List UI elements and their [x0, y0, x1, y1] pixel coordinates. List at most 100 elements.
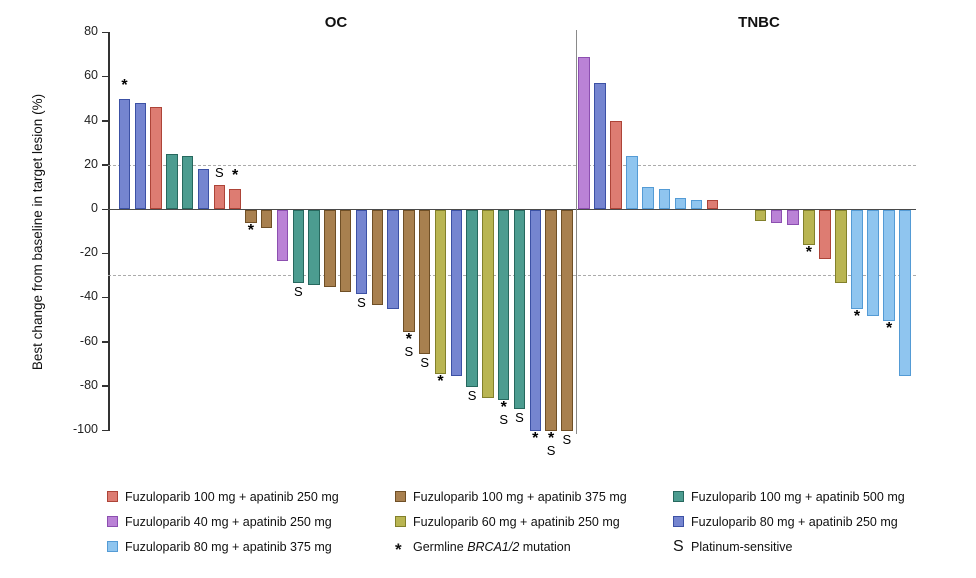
legend-label: Fuzuloparib 80 mg + apatinib 250 mg [691, 514, 898, 529]
bar [308, 210, 320, 286]
bar-annotation: S [293, 283, 303, 299]
bar-annotation: S [515, 409, 524, 425]
bar-annotation: * [805, 244, 812, 262]
bar [851, 210, 863, 310]
bar-annotation: * S [404, 330, 414, 359]
y-tick-mark [102, 75, 108, 78]
bar [899, 210, 911, 376]
legend-swatch-indigo [673, 516, 684, 527]
legend-label: Fuzuloparib 60 mg + apatinib 250 mg [413, 514, 620, 529]
bar-annotation: * [247, 222, 254, 240]
bar [690, 200, 703, 209]
bar [450, 210, 463, 376]
y-tick-label: -20 [79, 245, 98, 260]
bar [754, 210, 767, 222]
zero-baseline [108, 208, 916, 210]
bar-annotation: * [886, 319, 893, 337]
bar [166, 153, 178, 209]
bar [213, 184, 226, 209]
bar [642, 186, 654, 209]
y-tick-mark [102, 252, 108, 255]
y-axis-title: Best change from baseline in target lesi… [30, 93, 45, 371]
bar [819, 210, 831, 259]
reference-line--30 [108, 275, 916, 277]
bar [770, 210, 783, 224]
bar [513, 210, 526, 409]
bar [197, 169, 210, 209]
legend-item-brown: Fuzuloparib 100 mg + apatinib 375 mg [395, 490, 673, 504]
bar [787, 210, 799, 226]
legend-swatch-orchid [107, 516, 118, 527]
y-tick-mark [102, 429, 108, 431]
platinum-sensitive-symbol: S [673, 537, 684, 555]
y-tick-mark [102, 296, 108, 299]
bar [482, 210, 494, 398]
y-tick-mark [102, 208, 108, 210]
bar [658, 189, 671, 209]
bar [867, 210, 879, 317]
legend-swatch-yellow [395, 516, 406, 527]
legend-label: Fuzuloparib 80 mg + apatinib 375 mg [125, 539, 332, 554]
legend-label: Fuzuloparib 100 mg + apatinib 375 mg [413, 489, 627, 504]
bar [835, 210, 847, 283]
bar [371, 210, 384, 306]
y-tick-label: -80 [79, 377, 98, 392]
bar-annotation: * [437, 372, 444, 390]
y-tick-mark [102, 385, 108, 387]
bar [594, 83, 606, 209]
bar [674, 197, 687, 209]
legend-item-orchid: Fuzuloparib 40 mg + apatinib 250 mg [107, 515, 395, 529]
legend-label: Germline BRCA1/2 mutation [413, 539, 571, 554]
y-tick-label: 20 [84, 156, 98, 171]
group-title-oc: OC [324, 14, 348, 31]
legend-item-yellow: Fuzuloparib 60 mg + apatinib 250 mg [395, 515, 673, 529]
y-tick-label: 40 [84, 112, 98, 127]
y-tick-label: 80 [84, 24, 98, 39]
bar [610, 120, 622, 209]
legend-item-lightblue: Fuzuloparib 80 mg + apatinib 375 mg [107, 540, 395, 554]
bar-annotation: * S [546, 430, 556, 458]
bar [418, 210, 431, 354]
bar [466, 210, 478, 387]
bar [324, 210, 336, 288]
legend-label: Platinum-sensitive [691, 539, 793, 554]
bar-annotation: S [562, 432, 572, 447]
bar [181, 155, 194, 209]
bar [292, 210, 305, 283]
legend-swatch-teal [673, 491, 684, 502]
reference-line-20 [108, 164, 916, 166]
bar-annotation: * [121, 76, 128, 94]
y-tick-label: 60 [84, 68, 98, 83]
y-tick-label: -60 [79, 333, 98, 348]
bar [545, 210, 557, 431]
bar [434, 210, 447, 374]
bar [529, 210, 542, 431]
y-tick-label: -40 [79, 289, 98, 304]
bar [229, 189, 241, 209]
bar [245, 210, 257, 224]
bar [561, 210, 573, 431]
bar [355, 210, 368, 294]
bar [578, 56, 590, 209]
bar-annotation: S [357, 294, 366, 310]
bar-annotation: S [467, 387, 477, 403]
bar [339, 210, 352, 292]
legend-item-symbol-asterisk: * Germline BRCA1/2 mutation [395, 538, 673, 559]
bar [403, 210, 415, 332]
bar [276, 210, 289, 261]
legend-label: Fuzuloparib 100 mg + apatinib 250 mg [125, 489, 339, 504]
legend-swatch-red [107, 491, 118, 502]
bar-annotation: S [214, 164, 224, 180]
bar [260, 210, 273, 228]
brca-asterisk-symbol: * [395, 540, 402, 559]
legend: Fuzuloparib 100 mg + apatinib 250 mg Fuzu… [107, 484, 905, 559]
legend-swatch-lightblue [107, 541, 118, 552]
group-separator-line [576, 30, 577, 434]
bar [134, 102, 147, 209]
legend-item-symbol-S: S Platinum-sensitive [673, 538, 905, 556]
y-tick-mark [102, 164, 108, 166]
legend-label: Fuzuloparib 40 mg + apatinib 250 mg [125, 514, 332, 529]
y-axis-line [108, 32, 110, 431]
bar-annotation: * S [499, 399, 509, 428]
bar [497, 210, 510, 401]
